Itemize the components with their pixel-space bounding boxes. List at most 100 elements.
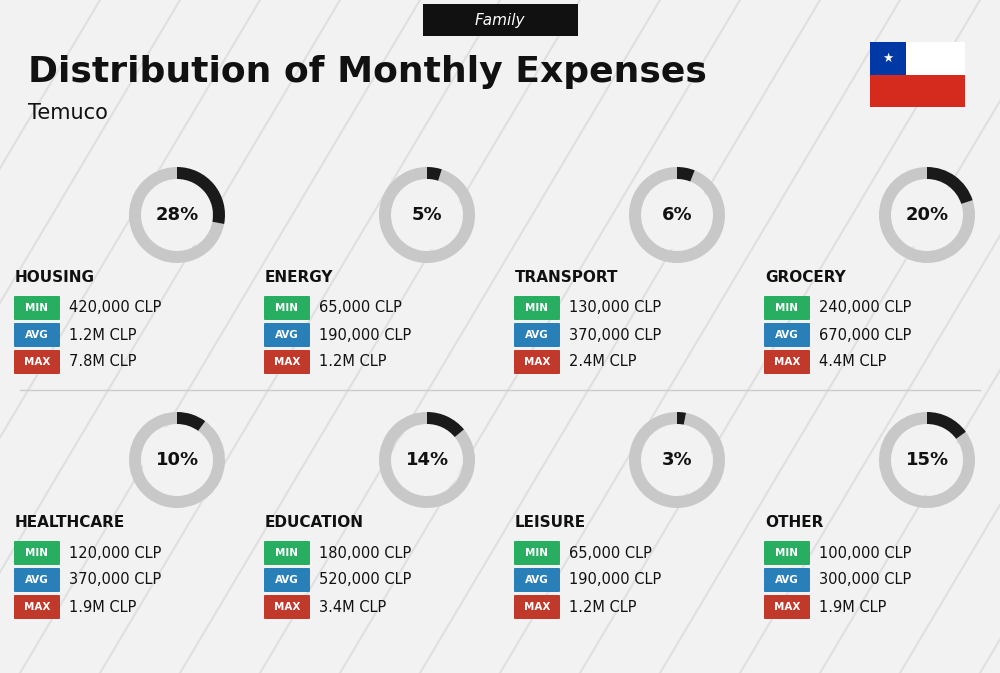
FancyBboxPatch shape: [764, 541, 810, 565]
FancyBboxPatch shape: [870, 42, 906, 75]
FancyBboxPatch shape: [514, 541, 560, 565]
Wedge shape: [879, 167, 975, 263]
FancyBboxPatch shape: [422, 4, 578, 36]
Text: 20%: 20%: [905, 206, 949, 224]
Circle shape: [143, 426, 211, 494]
FancyBboxPatch shape: [514, 296, 560, 320]
Text: MIN: MIN: [776, 548, 798, 558]
Text: MAX: MAX: [774, 357, 800, 367]
Text: MAX: MAX: [24, 602, 50, 612]
FancyBboxPatch shape: [14, 296, 60, 320]
Text: 520,000 CLP: 520,000 CLP: [319, 573, 411, 588]
FancyBboxPatch shape: [764, 568, 810, 592]
Text: 1.2M CLP: 1.2M CLP: [569, 600, 637, 614]
Text: 6%: 6%: [662, 206, 692, 224]
FancyBboxPatch shape: [514, 323, 560, 347]
Text: AVG: AVG: [525, 330, 549, 340]
Wedge shape: [677, 167, 695, 182]
FancyBboxPatch shape: [514, 595, 560, 619]
Text: 15%: 15%: [905, 451, 949, 469]
Text: 300,000 CLP: 300,000 CLP: [819, 573, 911, 588]
Text: LEISURE: LEISURE: [515, 515, 586, 530]
Circle shape: [143, 181, 211, 249]
Text: 1.2M CLP: 1.2M CLP: [69, 328, 136, 343]
Text: 1.9M CLP: 1.9M CLP: [69, 600, 136, 614]
Text: AVG: AVG: [775, 330, 799, 340]
FancyBboxPatch shape: [764, 595, 810, 619]
Wedge shape: [379, 167, 475, 263]
FancyBboxPatch shape: [764, 296, 810, 320]
Text: 100,000 CLP: 100,000 CLP: [819, 546, 911, 561]
Text: OTHER: OTHER: [765, 515, 823, 530]
Text: AVG: AVG: [275, 575, 299, 585]
FancyBboxPatch shape: [764, 350, 810, 374]
FancyBboxPatch shape: [264, 350, 310, 374]
Wedge shape: [379, 412, 475, 508]
Text: MIN: MIN: [276, 548, 298, 558]
Text: MIN: MIN: [776, 303, 798, 313]
Wedge shape: [927, 167, 973, 204]
Wedge shape: [177, 412, 205, 431]
Text: 240,000 CLP: 240,000 CLP: [819, 301, 911, 316]
Text: MAX: MAX: [24, 357, 50, 367]
Text: GROCERY: GROCERY: [765, 270, 846, 285]
Text: 3%: 3%: [662, 451, 692, 469]
Text: AVG: AVG: [275, 330, 299, 340]
Text: AVG: AVG: [525, 575, 549, 585]
Text: 3.4M CLP: 3.4M CLP: [319, 600, 386, 614]
Text: 180,000 CLP: 180,000 CLP: [319, 546, 411, 561]
Text: 4.4M CLP: 4.4M CLP: [819, 355, 886, 369]
Text: AVG: AVG: [25, 330, 49, 340]
Text: AVG: AVG: [775, 575, 799, 585]
Text: MIN: MIN: [276, 303, 298, 313]
Text: 370,000 CLP: 370,000 CLP: [69, 573, 161, 588]
FancyBboxPatch shape: [14, 541, 60, 565]
FancyBboxPatch shape: [14, 350, 60, 374]
FancyBboxPatch shape: [264, 595, 310, 619]
Circle shape: [893, 426, 961, 494]
Text: Family: Family: [475, 13, 525, 28]
Text: Temuco: Temuco: [28, 103, 108, 123]
Wedge shape: [677, 412, 686, 425]
Circle shape: [893, 181, 961, 249]
FancyBboxPatch shape: [264, 541, 310, 565]
Text: MAX: MAX: [274, 602, 300, 612]
FancyBboxPatch shape: [14, 568, 60, 592]
Text: 190,000 CLP: 190,000 CLP: [319, 328, 411, 343]
FancyBboxPatch shape: [906, 42, 965, 75]
FancyBboxPatch shape: [764, 323, 810, 347]
Wedge shape: [427, 412, 464, 437]
Text: ENERGY: ENERGY: [265, 270, 334, 285]
Text: MIN: MIN: [26, 548, 48, 558]
Wedge shape: [629, 167, 725, 263]
FancyBboxPatch shape: [264, 568, 310, 592]
FancyBboxPatch shape: [264, 323, 310, 347]
Text: 1.2M CLP: 1.2M CLP: [319, 355, 386, 369]
Wedge shape: [129, 167, 224, 263]
Text: 7.8M CLP: 7.8M CLP: [69, 355, 136, 369]
FancyBboxPatch shape: [514, 350, 560, 374]
Text: 670,000 CLP: 670,000 CLP: [819, 328, 911, 343]
Text: Distribution of Monthly Expenses: Distribution of Monthly Expenses: [28, 55, 707, 89]
Text: TRANSPORT: TRANSPORT: [515, 270, 618, 285]
FancyBboxPatch shape: [870, 75, 965, 107]
Text: MIN: MIN: [526, 548, 548, 558]
FancyBboxPatch shape: [264, 296, 310, 320]
Circle shape: [643, 426, 711, 494]
Text: HEALTHCARE: HEALTHCARE: [15, 515, 125, 530]
Circle shape: [643, 181, 711, 249]
Text: 65,000 CLP: 65,000 CLP: [319, 301, 402, 316]
Wedge shape: [177, 167, 225, 224]
Text: 420,000 CLP: 420,000 CLP: [69, 301, 161, 316]
Text: 28%: 28%: [155, 206, 199, 224]
Text: EDUCATION: EDUCATION: [265, 515, 364, 530]
Wedge shape: [129, 412, 225, 508]
Circle shape: [393, 181, 461, 249]
Text: MAX: MAX: [524, 602, 550, 612]
Text: 130,000 CLP: 130,000 CLP: [569, 301, 661, 316]
Text: 370,000 CLP: 370,000 CLP: [569, 328, 661, 343]
Text: 190,000 CLP: 190,000 CLP: [569, 573, 661, 588]
Text: 65,000 CLP: 65,000 CLP: [569, 546, 652, 561]
Text: MAX: MAX: [274, 357, 300, 367]
Wedge shape: [427, 167, 442, 181]
